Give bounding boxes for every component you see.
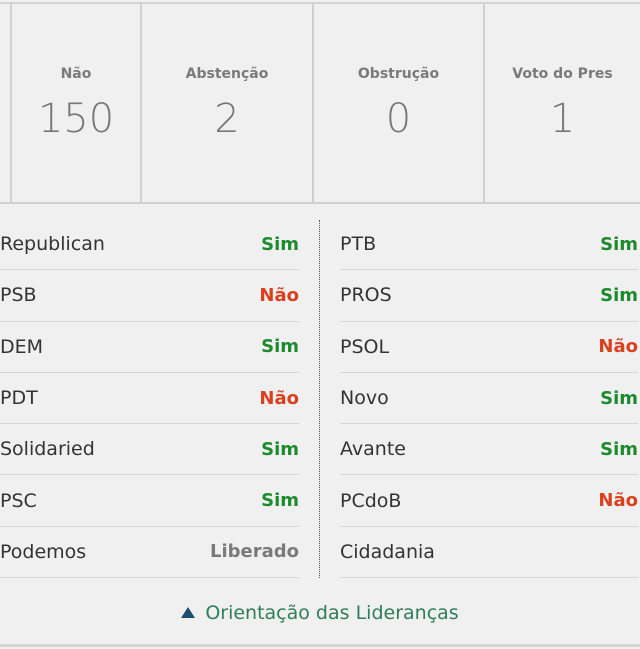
summary-value: 2 [214, 96, 240, 142]
party-orientation: Não [598, 336, 638, 358]
footer-label: Orientação das Lideranças [205, 602, 459, 624]
summary-abstencao: Abstenção 2 [140, 4, 312, 202]
party-orientation: Não [259, 387, 299, 409]
summary-nao: Não 150 [10, 4, 140, 202]
orientacao-liderancas-toggle[interactable]: Orientação das Lideranças [0, 602, 640, 624]
party-name: PCdoB [340, 489, 402, 512]
party-name: PROS [340, 284, 392, 307]
party-name: PSC [0, 489, 37, 512]
party-row: Cidadania [340, 527, 638, 579]
party-name: Cidadania [340, 540, 435, 563]
summary-obstrucao: Obstrução 0 [312, 4, 483, 202]
party-name: Podemos [0, 540, 87, 563]
party-orientation: Sim [600, 284, 638, 306]
party-name: DEM [0, 335, 44, 358]
summary-label: Obstrução [357, 66, 440, 82]
party-name: Solidaried [0, 438, 95, 461]
party-name: PSOL [340, 335, 390, 358]
party-orientation: Sim [261, 336, 299, 358]
party-name: Republican [0, 233, 105, 256]
party-orientation: Liberado [209, 541, 299, 563]
party-row: PROS Sim [340, 270, 638, 322]
party-name: PSB [0, 284, 37, 307]
party-orientation: Sim [600, 233, 638, 255]
party-row: DEM Sim [0, 322, 299, 373]
summary-value: 1 [549, 96, 576, 142]
party-orientation: Sim [600, 438, 638, 460]
column-divider [319, 220, 320, 578]
party-row: PSC Sim [0, 475, 299, 527]
party-row: Novo Sim [340, 373, 638, 425]
party-row: Avante Sim [340, 424, 638, 476]
party-orientation: Sim [261, 490, 299, 512]
party-orientation: Sim [600, 387, 638, 409]
party-row: Republican Sim [0, 219, 299, 271]
party-orientation: Não [598, 490, 638, 512]
party-orientation: Sim [261, 438, 299, 460]
bottom-divider [0, 644, 640, 647]
vote-summary: Não 150 Abstenção 2 Obstrução 0 Voto do … [0, 2, 640, 204]
party-row: PSOL Não [340, 322, 638, 373]
party-orientation: Sim [261, 233, 299, 255]
party-name: Novo [340, 387, 389, 410]
party-row: PTB Sim [340, 219, 638, 271]
summary-value: 150 [37, 96, 115, 142]
summary-value: 0 [385, 96, 412, 142]
party-name: PDT [0, 387, 38, 410]
summary-voto-presidente: Voto do Pres 1 [483, 4, 640, 202]
party-row: PCdoB Não [340, 475, 638, 527]
party-row: PDT Não [0, 373, 299, 425]
party-orientation: Não [259, 284, 299, 306]
summary-label: Não [60, 66, 92, 82]
orientation-list-left: Republican Sim PSB Não DEM Sim PDT Não Solidarie… [0, 219, 299, 579]
party-row: Solidaried Sim [0, 424, 299, 476]
triangle-up-icon [181, 607, 196, 618]
summary-label: Abstenção [185, 66, 269, 82]
orientation-list-right: PTB Sim PROS Sim PSOL Não Novo Sim Avante Sim PCdo… [340, 219, 638, 579]
party-row: Podemos Liberado [0, 527, 299, 579]
party-name: PTB [340, 233, 377, 256]
party-name: Avante [340, 438, 406, 461]
summary-label: Voto do Pres [512, 66, 613, 82]
party-row: PSB Não [0, 270, 299, 322]
